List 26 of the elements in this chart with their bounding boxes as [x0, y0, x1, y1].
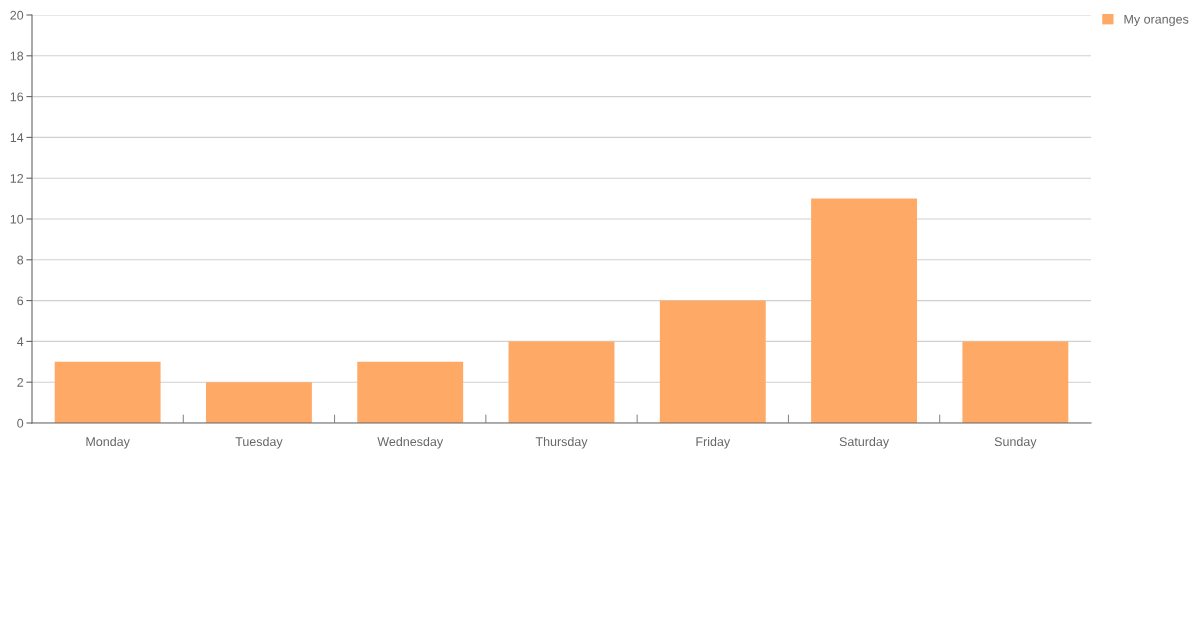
bar: [508, 341, 615, 423]
y-tick-label: 2: [17, 378, 24, 387]
legend-label: My oranges: [1124, 14, 1189, 27]
y-tick-label: 20: [10, 10, 24, 20]
x-tick-label: Wednesday: [377, 436, 444, 449]
y-tick-label: 12: [10, 174, 24, 183]
y-tick-label: 4: [17, 337, 24, 346]
y-tick-label: 0: [17, 418, 24, 428]
x-tick-label: Sunday: [994, 436, 1037, 449]
x-tick-label: Friday: [696, 436, 731, 449]
bar: [962, 341, 1069, 423]
x-tick-label: Saturday: [839, 436, 890, 449]
bar: [811, 198, 918, 423]
bar: [659, 300, 766, 423]
y-tick-label: 10: [10, 214, 24, 224]
y-tick-label: 6: [17, 296, 24, 306]
y-tick-label: 14: [10, 133, 24, 142]
bar: [54, 361, 161, 423]
y-tick-label: 18: [10, 51, 24, 61]
y-tick-label: 16: [10, 92, 24, 102]
bar: [357, 361, 464, 423]
bar: [205, 382, 312, 423]
x-tick-label: Thursday: [535, 436, 588, 449]
x-tick-label: Monday: [86, 436, 130, 449]
y-tick-label: 8: [17, 255, 24, 265]
x-tick-label: Tuesday: [235, 436, 283, 449]
